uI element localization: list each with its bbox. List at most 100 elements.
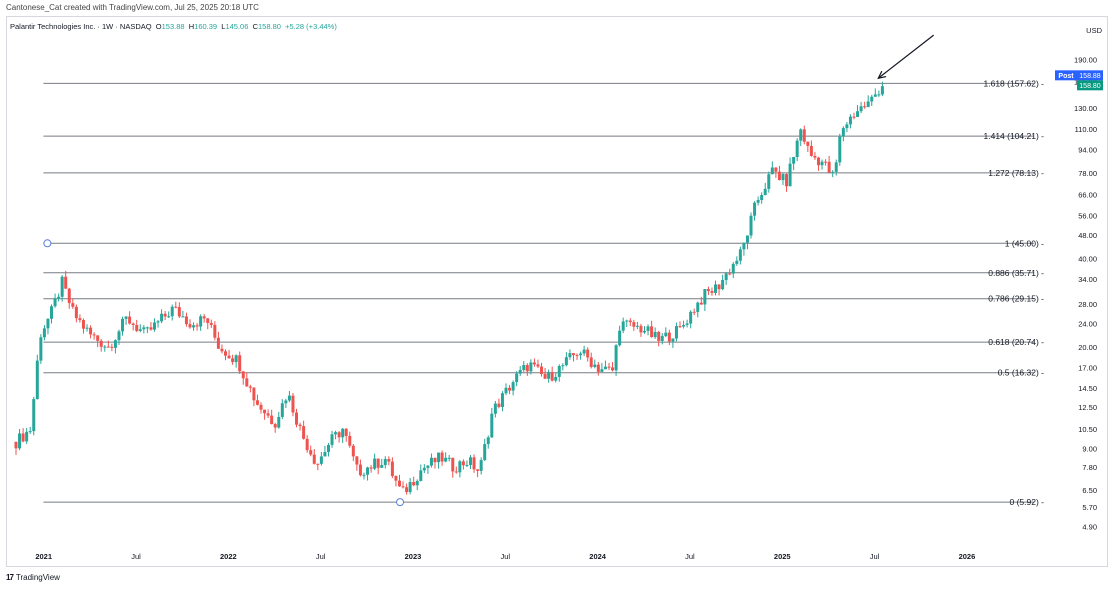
candle-body	[131, 323, 135, 325]
candle-body	[195, 325, 199, 327]
candle-body	[337, 432, 341, 438]
low-label: L	[221, 22, 226, 31]
fib-level-label: 0.886 (35.71) -	[988, 268, 1044, 278]
candle-body	[341, 428, 345, 438]
candle-body	[319, 456, 323, 464]
close-label: C	[252, 22, 258, 31]
y-tick-label: 14.50	[1078, 384, 1097, 393]
y-tick-label: 66.00	[1078, 190, 1097, 199]
candle-body	[433, 457, 437, 463]
candle-body	[387, 459, 391, 462]
candle-body	[149, 327, 153, 330]
candle-body	[742, 242, 746, 250]
candle-body	[167, 316, 171, 318]
candle-body	[806, 141, 810, 146]
candle-body	[362, 474, 366, 476]
candle-body	[618, 330, 622, 346]
candle-body	[486, 437, 490, 445]
candle-body	[827, 161, 831, 173]
candle-body	[270, 415, 274, 425]
candle-body	[135, 324, 139, 331]
price-tags: Post 158.88 158.80	[1055, 70, 1103, 91]
candle-body	[721, 280, 725, 290]
fib-anchor-point	[396, 498, 405, 507]
y-tick-label: 17.00	[1078, 364, 1097, 373]
candle-body	[657, 331, 661, 341]
candle-body	[316, 463, 320, 465]
y-tick-label: 9.00	[1082, 445, 1097, 454]
candle-body	[128, 316, 132, 324]
candle-body	[547, 372, 551, 379]
candle-body	[816, 157, 820, 166]
fib-anchor-point	[43, 239, 52, 248]
candle-body	[579, 353, 583, 356]
candle-body	[483, 444, 487, 461]
candle-body	[728, 273, 732, 275]
candle-body	[412, 482, 416, 486]
candle-body	[593, 364, 597, 367]
symbol-legend[interactable]: Palantir Technologies Inc. · 1W · NASDAQ…	[10, 22, 337, 31]
y-tick-label: 28.00	[1078, 300, 1097, 309]
candle-body	[458, 461, 462, 473]
symbol-title: Palantir Technologies Inc. · 1W · NASDAQ	[10, 22, 152, 31]
candle-body	[245, 378, 249, 387]
candle-body	[373, 458, 377, 469]
currency-label[interactable]: USD	[1086, 26, 1102, 35]
candle-body	[518, 369, 522, 374]
x-tick-label: Jul	[316, 552, 326, 561]
candle-body	[557, 365, 561, 377]
candle-body	[873, 94, 877, 97]
candle-body	[554, 376, 558, 381]
candle-body	[813, 155, 817, 158]
candle-body	[138, 329, 142, 331]
candle-body	[358, 464, 362, 476]
candle-body	[767, 174, 771, 189]
candle-body	[696, 302, 700, 312]
candle-body	[866, 101, 870, 108]
candle-body	[777, 171, 781, 181]
candle-body	[323, 452, 327, 457]
candle-body	[291, 395, 295, 413]
fib-level-label: 0.618 (20.74) -	[988, 337, 1044, 347]
candle-body	[710, 291, 714, 293]
candle-body	[664, 332, 668, 337]
y-tick-label: 190.00	[1074, 55, 1097, 64]
x-tick-label: 2021	[35, 552, 52, 561]
candle-body	[419, 470, 423, 481]
candle-body	[749, 215, 753, 236]
x-tick-label: Jul	[870, 552, 880, 561]
candle-body	[561, 365, 565, 367]
y-tick-label: 94.00	[1078, 145, 1097, 154]
candle-body	[543, 373, 547, 379]
candle-body	[770, 167, 774, 175]
candle-body	[863, 106, 867, 108]
candle-body	[536, 364, 540, 367]
candle-body	[202, 316, 206, 319]
tradingview-footer[interactable]: 17 TradingView	[6, 573, 60, 582]
candle-body	[834, 162, 838, 172]
candle-body	[841, 128, 845, 137]
arrow-annotation	[877, 34, 935, 80]
candle-body	[277, 416, 281, 428]
candle-body	[706, 289, 710, 292]
candle-body	[792, 157, 796, 164]
y-tick-label: 34.00	[1078, 275, 1097, 284]
candle-body	[188, 324, 192, 328]
candle-body	[223, 351, 227, 356]
candle-body	[78, 318, 82, 321]
candle-body	[216, 337, 220, 349]
candle-body	[53, 298, 57, 307]
candle-body	[85, 327, 89, 329]
candle-body	[163, 313, 167, 317]
candle-body	[625, 320, 629, 322]
candle-body	[437, 452, 441, 463]
candle-body	[788, 163, 792, 187]
candle-body	[731, 263, 735, 274]
candle-body	[238, 355, 242, 372]
candle-body	[32, 399, 36, 432]
candle-body	[422, 467, 426, 471]
candle-body	[472, 457, 476, 470]
candle-body	[639, 325, 643, 333]
fib-level-label: 1.414 (104.21) -	[984, 131, 1045, 141]
